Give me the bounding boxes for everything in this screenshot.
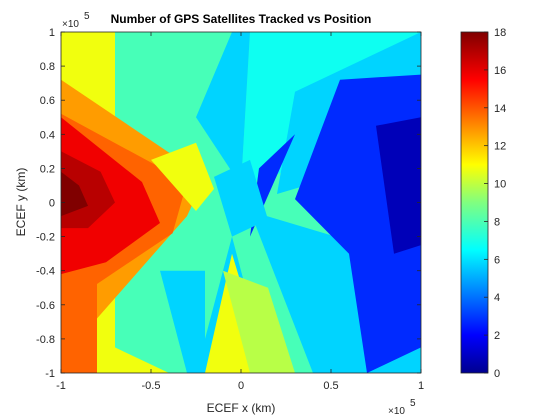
y-tick-label: -0.2 (36, 232, 55, 244)
x-tick-label: -1 (56, 380, 66, 392)
heatmap-region-20 (160, 270, 205, 373)
x-axis-ticks: -1 -0.5 0 0.5 1 (56, 32, 424, 392)
heatmap-region-18 (151, 142, 214, 211)
colorbar-tick-label: 0 (494, 368, 500, 380)
chart-title: Number of GPS Satellites Tracked vs Posi… (111, 12, 372, 26)
heatmap-region-19 (223, 270, 295, 373)
y-tick-label: -0.6 (36, 300, 55, 312)
heatmap-region-5 (376, 117, 421, 254)
y-axis-multiplier: ×10 5 (62, 11, 90, 30)
x-tick-label: 0 (238, 380, 244, 392)
y-tick-label: 0.2 (40, 163, 55, 175)
y-tick-label: 0.6 (40, 95, 55, 107)
colorbar-tick-label: 2 (494, 330, 500, 342)
colorbar-tick-label: 12 (494, 141, 506, 153)
y-tick-label: 0.4 (40, 129, 55, 141)
x-axis-multiplier: ×10 5 (388, 398, 416, 417)
y-multiplier-base: ×10 (62, 19, 79, 30)
y-tick-label: 1 (49, 27, 55, 39)
colorbar-tick-label: 18 (494, 27, 506, 39)
x-axis-label: ECEF x (km) (207, 401, 276, 415)
colorbar-tick-label: 16 (494, 65, 506, 77)
y-tick-label: 0.8 (40, 61, 55, 73)
x-tick-label: 1 (418, 380, 424, 392)
colorbar-tick-label: 10 (494, 179, 506, 191)
y-tick-label: -0.8 (36, 334, 55, 346)
y-tick-label: -1 (45, 368, 55, 380)
colorbar-tick-label: 8 (494, 216, 500, 228)
heatmap-region-17 (61, 171, 88, 217)
colorbar-tick-label: 4 (494, 292, 500, 304)
y-tick-label: -0.4 (36, 266, 55, 278)
x-multiplier-base: ×10 (388, 406, 405, 417)
colorbar-ticks: 0 2 4 6 8 10 12 14 16 18 (484, 27, 506, 380)
plot-area (61, 32, 421, 373)
y-tick-label: 0 (49, 198, 55, 210)
colorbar (460, 31, 489, 374)
y-axis-label: ECEF y (km) (14, 168, 28, 237)
y-multiplier-exponent: 5 (84, 11, 90, 22)
colorbar-tick-label: 6 (494, 254, 500, 266)
x-tick-label: 0.5 (323, 380, 338, 392)
colorbar-tick-label: 14 (494, 103, 506, 115)
x-multiplier-exponent: 5 (410, 398, 416, 409)
y-axis-ticks: 1 0.8 0.6 0.4 0.2 0 -0.2 -0.4 -0.6 -0.8 -1 (36, 27, 421, 380)
heatmap-region-9 (214, 159, 268, 237)
heatmap-region-6 (250, 134, 295, 237)
x-tick-label: -0.5 (142, 380, 161, 392)
heatmap-region-7 (196, 32, 250, 186)
